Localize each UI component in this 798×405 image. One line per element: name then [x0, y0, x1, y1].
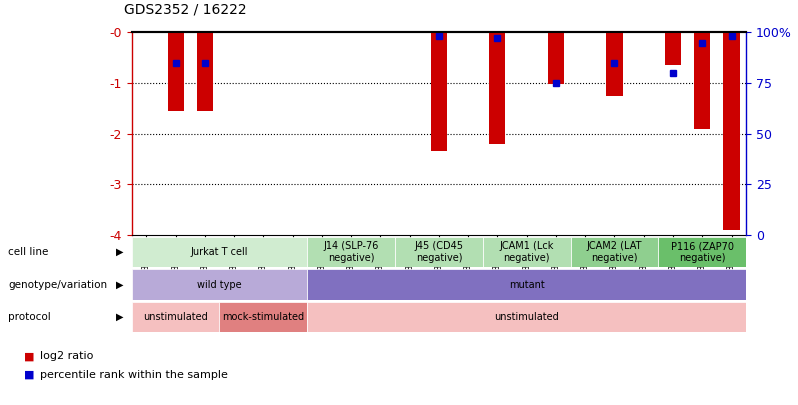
Text: mock-stimulated: mock-stimulated [223, 312, 304, 322]
Text: J14 (SLP-76
negative): J14 (SLP-76 negative) [323, 241, 379, 263]
Bar [197, 32, 213, 111]
Text: P116 (ZAP70
negative): P116 (ZAP70 negative) [671, 241, 733, 263]
Text: JCAM1 (Lck
negative): JCAM1 (Lck negative) [500, 241, 554, 263]
Bar [168, 32, 184, 111]
Text: GDS2352 / 16222: GDS2352 / 16222 [124, 2, 247, 16]
Bar [548, 32, 564, 84]
Text: ■: ■ [24, 352, 34, 361]
Bar [694, 32, 710, 129]
Bar [431, 32, 447, 151]
Text: genotype/variation: genotype/variation [8, 279, 107, 290]
Bar [606, 32, 622, 96]
Text: ▶: ▶ [117, 279, 124, 290]
Bar [489, 32, 505, 144]
Text: Jurkat T cell: Jurkat T cell [191, 247, 248, 257]
Text: ▶: ▶ [117, 247, 124, 257]
Bar [724, 32, 740, 230]
Text: protocol: protocol [8, 312, 51, 322]
Text: J45 (CD45
negative): J45 (CD45 negative) [414, 241, 464, 263]
Bar [665, 32, 681, 65]
Text: unstimulated: unstimulated [143, 312, 208, 322]
Text: JCAM2 (LAT
negative): JCAM2 (LAT negative) [587, 241, 642, 263]
Text: ■: ■ [24, 370, 34, 379]
Text: unstimulated: unstimulated [494, 312, 559, 322]
Text: mutant: mutant [509, 279, 544, 290]
Text: wild type: wild type [197, 279, 242, 290]
Text: ▶: ▶ [117, 312, 124, 322]
Text: log2 ratio: log2 ratio [40, 352, 93, 361]
Text: percentile rank within the sample: percentile rank within the sample [40, 370, 227, 379]
Text: cell line: cell line [8, 247, 49, 257]
